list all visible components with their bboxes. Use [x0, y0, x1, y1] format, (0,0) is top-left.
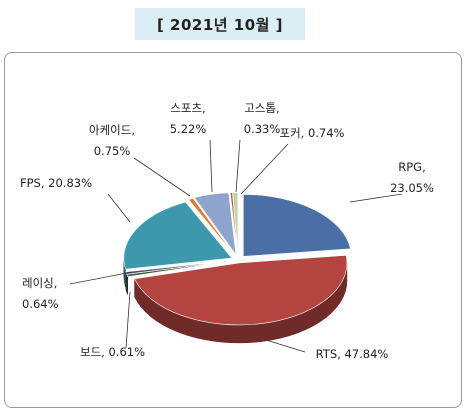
slice-value-레이싱: 0.64%: [22, 297, 59, 311]
pie-tops: [123, 192, 351, 326]
pie-slice-포커: [232, 192, 239, 255]
pie-slice-FPS: [123, 201, 233, 270]
pie-slice-side-보드: [126, 274, 129, 295]
leader-line-보드: [125, 291, 131, 349]
slice-label-보드: 보드, 0.61%: [80, 345, 145, 359]
pie-slice-고스톱: [229, 192, 238, 255]
slice-label-RTS: RTS, 47.84%: [316, 347, 389, 361]
slice-label-고스톱: 고스톱,: [244, 101, 279, 115]
slice-label-레이싱: 레이싱,: [22, 276, 57, 290]
pie-slice-RPG: [242, 194, 351, 257]
pie-slice-아케이드: [187, 198, 235, 256]
slice-label-아케이드: 아케이드,: [89, 123, 135, 137]
leader-line-스포츠: [209, 139, 213, 193]
pie-labels: RPG, 23.05% RTS, 47.84% 보드, 0.61% 레이싱, 0.64% F…: [20, 101, 434, 361]
slice-value-아케이드: 0.75%: [94, 144, 131, 158]
pie-slice-스포츠: [193, 192, 237, 256]
leader-line-FPS: [107, 193, 131, 223]
slice-label-포커: 포커, 0.74%: [279, 126, 344, 140]
leader-line-RPG: [349, 193, 403, 203]
leader-line-고스톱: [235, 139, 241, 193]
slice-value-고스톱: 0.33%: [244, 122, 281, 136]
chart-title-box: [ 2021년 10월 ]: [135, 8, 305, 40]
slice-label-FPS: FPS, 20.83%: [20, 176, 92, 190]
slice-label-스포츠: 스포츠,: [170, 101, 205, 115]
slice-value-스포츠: 5.22%: [170, 122, 207, 136]
slice-value-RPG: 23.05%: [390, 181, 434, 195]
leader-line-포커: [240, 143, 289, 195]
pie-slice-RTS: [134, 255, 348, 326]
chart-title: [ 2021년 10월 ]: [156, 15, 284, 34]
leader-line-레이싱: [69, 271, 133, 285]
leader-line-RTS: [265, 339, 306, 353]
slice-label-RPG: RPG,: [398, 160, 426, 174]
leader-line-아케이드: [133, 157, 191, 197]
